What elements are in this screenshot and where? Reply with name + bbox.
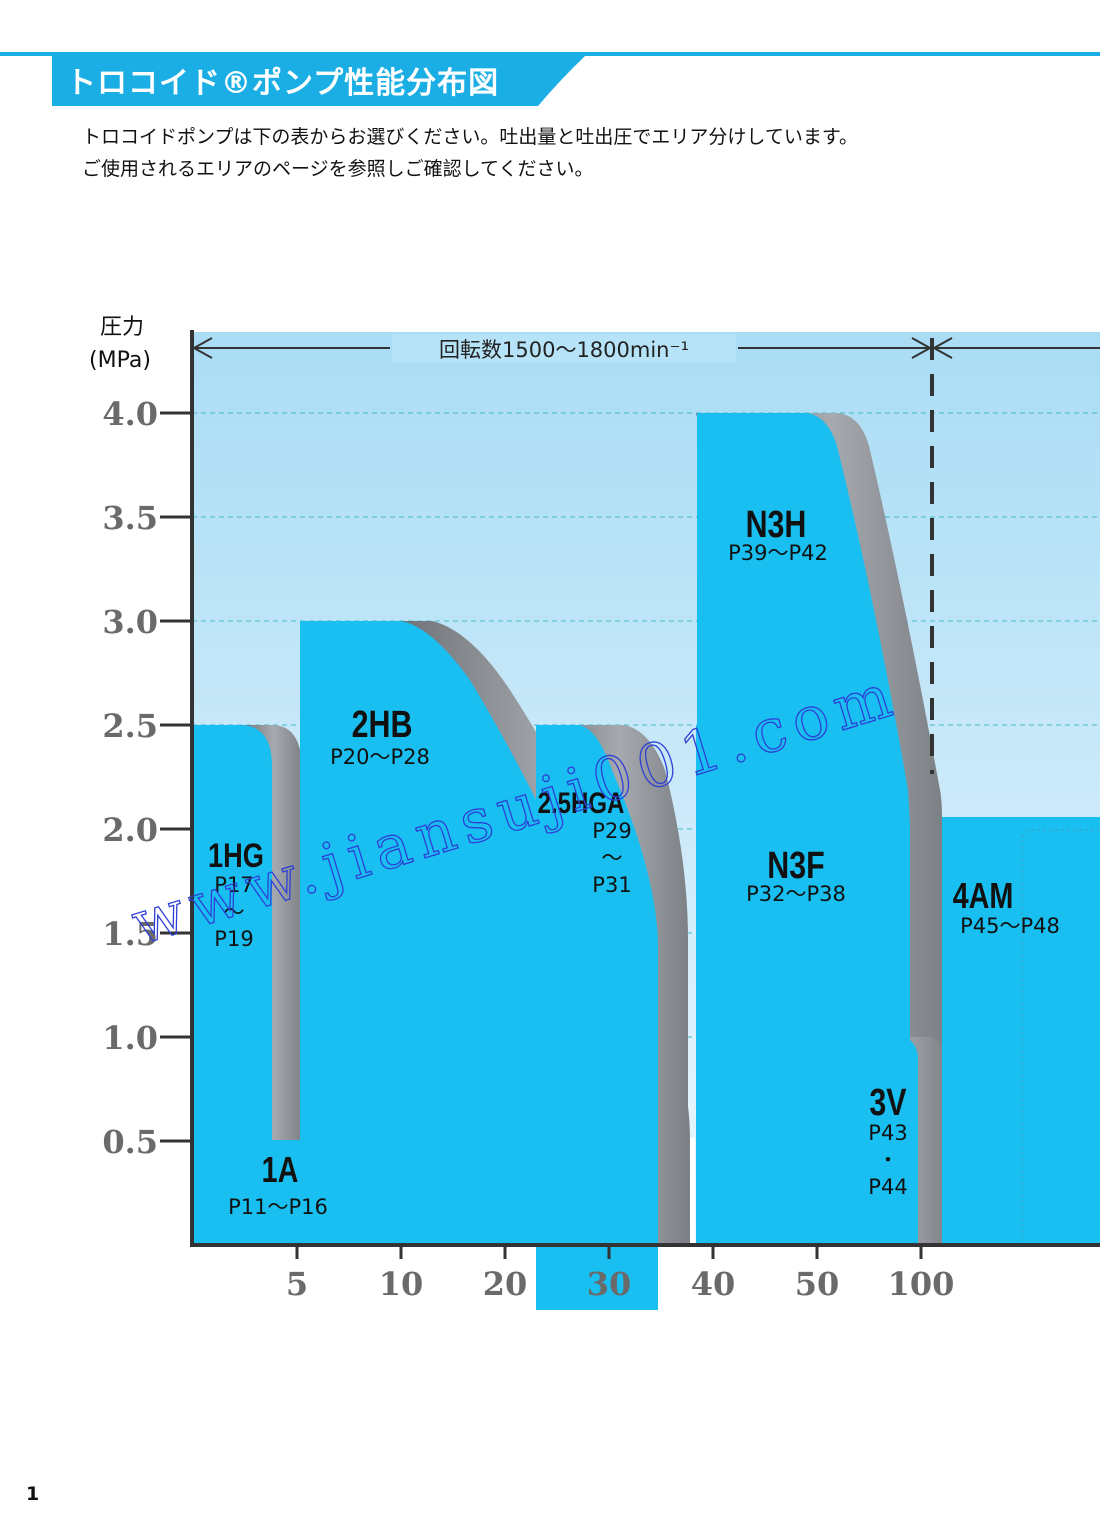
y-tick-label: 4.0 (102, 395, 158, 433)
x-tick-label: 40 (691, 1265, 736, 1303)
x-tick-label: 50 (795, 1265, 840, 1303)
region-label-1a: 1A (262, 1149, 299, 1190)
region-pages-n3f: P32～P38 (746, 882, 846, 906)
region-4am-inner-outline (1021, 829, 1100, 1245)
x-tick-label: 30 (587, 1265, 632, 1303)
intro-line-1: トロコイドポンプは下の表からお選びください。吐出量と吐出圧でエリア分けしています… (82, 126, 858, 148)
x-tick-label: 5 (286, 1265, 308, 1303)
page-title: トロコイド®ポンプ性能分布図 (66, 66, 500, 101)
region-1hg (192, 725, 272, 1245)
region-1a (192, 1140, 344, 1245)
y-tick-label: 2.0 (102, 811, 158, 849)
y-axis-label-line2: (MPa) (89, 348, 151, 373)
region-pages-4am: P45～P48 (960, 914, 1060, 938)
y-tick-label: 1.0 (102, 1019, 158, 1057)
region-n3f (696, 725, 880, 1245)
y-tick-label: 3.0 (102, 603, 158, 641)
intro-line-2: ご使用されるエリアのページを参照しご確認してください。 (82, 158, 594, 180)
header-bar (0, 52, 1100, 106)
region-pages-1a: P11～P16 (228, 1195, 328, 1219)
region-pages-3v: P43 (868, 1121, 907, 1145)
region-pages-25hga: P29 (592, 819, 631, 843)
region-label-n3h: N3H (746, 504, 807, 546)
region-label-25hga: 2.5HGA (538, 785, 625, 819)
region-pages-3v: P44 (868, 1175, 907, 1199)
y-tick-label: 2.5 (102, 707, 158, 745)
region-label-4am: 4AM (953, 875, 1014, 916)
region-25hga (536, 725, 658, 1310)
region-label-1hg: 1HG (208, 836, 264, 875)
region-pages-n3h: P39～P42 (728, 541, 828, 565)
y-axis-label-line1: 圧力 (100, 315, 144, 340)
x-tick-label: 10 (379, 1265, 424, 1303)
y-tick-label: 0.5 (102, 1123, 158, 1161)
y-tick-label: 3.5 (102, 499, 158, 537)
region-label-n3f: N3F (767, 845, 824, 887)
performance-chart: 圧力 (MPa) 回転数1500～1800min⁻¹ 0.5 1.0 1.5 2.0 2… (89, 315, 1100, 1310)
region-pages-25hga: ～ (602, 846, 623, 870)
y-tick-label: 1.5 (102, 915, 158, 953)
page-number: 1 (26, 1483, 40, 1505)
speed-range-annotation: 回転数1500～1800min⁻¹ (191, 334, 1100, 774)
speed-range-label: 回転数1500～1800min⁻¹ (439, 338, 689, 362)
region-pages-3v: ・ (878, 1148, 899, 1172)
region-pages-25hga: P31 (592, 873, 631, 897)
region-pages-1hg: P17 (214, 873, 253, 897)
region-pages-1hg: ～ (224, 900, 245, 924)
x-tick-label: 20 (483, 1265, 528, 1303)
region-label-2hb: 2HB (352, 704, 413, 746)
x-tick-label: 100 (888, 1265, 955, 1303)
region-pages-1hg: P19 (214, 927, 253, 951)
region-4am (942, 817, 1100, 1245)
region-pages-2hb: P20～P28 (330, 745, 430, 769)
region-gap (690, 1138, 695, 1245)
region-label-3v: 3V (869, 1082, 906, 1124)
region-3v (840, 1037, 918, 1245)
